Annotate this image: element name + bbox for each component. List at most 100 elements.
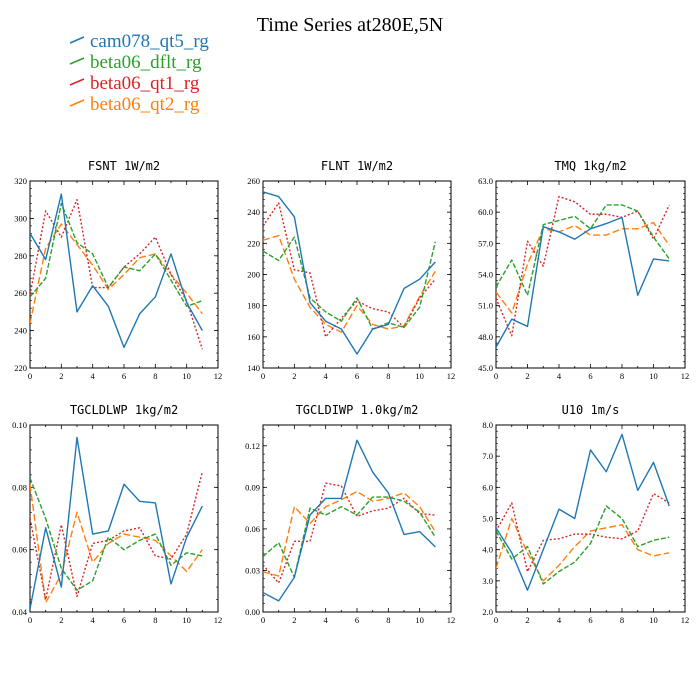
series-line-cam078_qt5_rg: [263, 191, 436, 355]
series-line-beta06_dflt_rg: [263, 496, 436, 579]
panel-3: TMQ 1kg/m2 0 2 4 6 8 10 12 45.0 48.0 51.0 54.0 57.0 6…: [478, 159, 689, 381]
x-tick-label: 4: [324, 615, 329, 625]
x-tick-label: 2: [59, 371, 63, 381]
x-tick-label: 0: [28, 615, 32, 625]
y-tick-label: 300: [14, 213, 27, 223]
panel-2: FLNT 1W/m2 0 2 4 6 8 10 12 140 160 180 200 220 240 260: [247, 159, 455, 381]
y-tick-label: 60.0: [478, 207, 493, 217]
x-tick-label: 2: [525, 615, 529, 625]
series-group: [30, 193, 203, 350]
y-tick-label: 51.0: [478, 301, 493, 311]
x-tick-label: 4: [557, 371, 562, 381]
y-tick-label: 240: [247, 207, 260, 217]
panel-title: FSNT 1W/m2: [88, 159, 160, 173]
x-tick-label: 4: [557, 615, 562, 625]
y-tick-label: 0.10: [12, 420, 27, 430]
y-tick-label: 260: [247, 176, 260, 186]
series-line-beta06_qt1_rg: [30, 471, 204, 601]
plot-frame: [29, 424, 219, 613]
x-tick-label: 2: [525, 371, 529, 381]
y-tick-label: 6.0: [482, 482, 493, 492]
y-tick-label: 8.0: [482, 420, 493, 430]
y-tick-label: 220: [247, 238, 260, 248]
series-line-beta06_qt1_rg: [496, 195, 670, 337]
series-line-cam078_qt5_rg: [30, 436, 203, 610]
x-tick-label: 6: [588, 615, 592, 625]
series-group: [496, 433, 670, 591]
y-tick-label: 0.03: [245, 565, 260, 575]
x-tick-label: 6: [588, 371, 592, 381]
x-tick-label: 10: [649, 615, 658, 625]
y-tick-label: 320: [14, 176, 27, 186]
x-tick-label: 10: [415, 615, 424, 625]
series-line-beta06_dflt_rg: [30, 202, 203, 307]
panel-title: TGCLDIWP 1.0kg/m2: [296, 403, 419, 417]
x-tick-label: 10: [182, 371, 191, 381]
series-line-beta06_qt1_rg: [496, 492, 670, 573]
y-tick-label: 2.0: [482, 607, 493, 617]
series-line-beta06_qt1_rg: [263, 482, 436, 584]
series-group: [496, 195, 670, 348]
x-tick-label: 8: [386, 615, 390, 625]
y-tick-label: 48.0: [478, 332, 493, 342]
y-tick-label: 160: [247, 332, 260, 342]
figure-title: Time Series at280E,5N: [257, 14, 443, 36]
y-tick-label: 240: [14, 326, 27, 336]
y-tick-label: 0.06: [245, 524, 260, 534]
y-tick-label: 7.0: [482, 451, 493, 461]
y-tick-label: 180: [247, 301, 260, 311]
y-tick-label: 0.04: [12, 607, 28, 617]
y-tick-label: 280: [14, 251, 27, 261]
x-tick-label: 10: [182, 615, 191, 625]
y-tick-label: 0.08: [12, 482, 27, 492]
panel-title: TMQ 1kg/m2: [554, 159, 626, 173]
series-line-beta06_qt2_rg: [496, 517, 670, 582]
y-tick-label: 5.0: [482, 514, 493, 524]
y-tick-label: 3.0: [482, 576, 493, 586]
series-line-cam078_qt5_rg: [30, 193, 203, 349]
x-tick-label: 0: [261, 615, 265, 625]
series-line-beta06_dflt_rg: [496, 505, 670, 585]
panel-5: TGCLDIWP 1.0kg/m2 0 2 4 6 8 10 12 0.00 0.03 0.06 0.…: [245, 403, 455, 625]
panel-title: FLNT 1W/m2: [321, 159, 393, 173]
panel-4: TGCLDLWP 1kg/m2 0 2 4 6 8 10 12 0.04 0.06 0.08 0.10: [12, 403, 222, 625]
x-tick-label: 8: [153, 615, 157, 625]
y-tick-label: 4.0: [482, 545, 493, 555]
y-tick-label: 200: [247, 270, 260, 280]
y-tick-label: 63.0: [478, 176, 493, 186]
x-tick-label: 0: [28, 371, 32, 381]
x-tick-label: 2: [59, 615, 63, 625]
legend-swatch-beta06_qt1_rg: [69, 78, 85, 86]
x-tick-label: 10: [415, 371, 424, 381]
series-line-beta06_qt2_rg: [263, 234, 436, 333]
series-line-beta06_qt2_rg: [263, 490, 436, 577]
legend-label-beta06_dflt_rg: beta06_dflt_rg: [90, 52, 202, 73]
x-tick-label: 6: [122, 615, 126, 625]
series-line-beta06_qt1_rg: [30, 198, 203, 350]
x-tick-label: 12: [681, 615, 690, 625]
x-tick-label: 0: [494, 371, 498, 381]
x-tick-label: 6: [355, 371, 359, 381]
series-group: [263, 191, 437, 355]
y-tick-label: 0.06: [12, 545, 27, 555]
series-line-cam078_qt5_rg: [263, 439, 436, 602]
x-tick-label: 4: [324, 371, 329, 381]
legend-label-beta06_qt2_rg: beta06_qt2_rg: [90, 94, 200, 115]
y-tick-label: 57.0: [478, 238, 493, 248]
legend-swatch-beta06_dflt_rg: [69, 57, 85, 65]
panel-title: TGCLDLWP 1kg/m2: [70, 403, 178, 417]
y-tick-label: 54.0: [478, 270, 493, 280]
y-tick-label: 260: [14, 288, 27, 298]
series-line-beta06_qt2_rg: [496, 221, 670, 314]
series-line-beta06_dflt_rg: [263, 236, 437, 330]
legend: cam078_qt5_rgbeta06_dflt_rgbeta06_qt1_rg…: [69, 31, 209, 115]
plot-frame: [262, 180, 452, 369]
x-tick-label: 0: [261, 371, 265, 381]
series-line-beta06_dflt_rg: [30, 477, 203, 591]
series-line-cam078_qt5_rg: [496, 433, 670, 591]
x-tick-label: 10: [649, 371, 658, 381]
x-tick-label: 12: [447, 615, 456, 625]
y-tick-label: 0.09: [245, 482, 260, 492]
legend-swatch-beta06_qt2_rg: [69, 99, 85, 107]
